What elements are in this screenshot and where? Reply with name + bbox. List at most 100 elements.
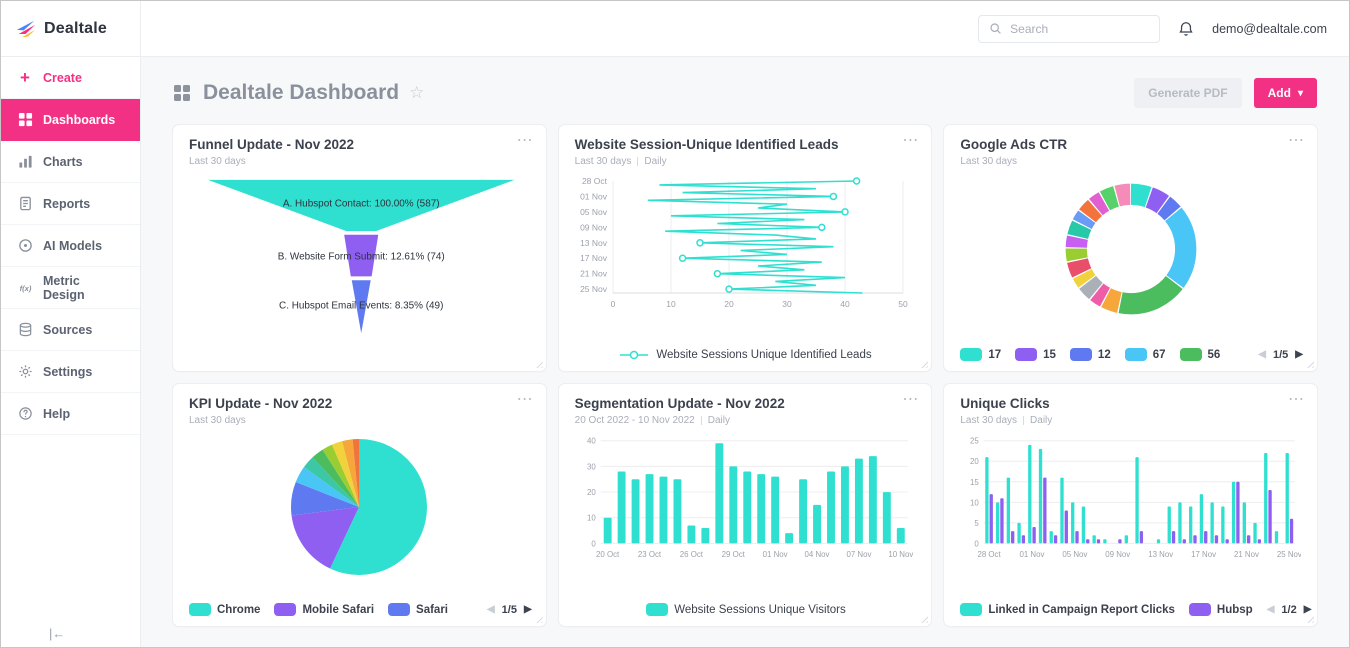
sidebar-item-reports[interactable]: Reports [1, 183, 140, 225]
svg-text:50: 50 [898, 299, 908, 309]
legend-label: Hubsp [1216, 603, 1253, 616]
card-menu-button[interactable]: ⋯ [902, 132, 920, 149]
svg-text:23 Oct: 23 Oct [638, 550, 662, 559]
card-menu-button[interactable]: ⋯ [1287, 391, 1305, 408]
legend-value: 17 [988, 348, 1002, 361]
sidebar-item-label: Charts [43, 154, 83, 169]
brand-name: Dealtale [44, 19, 107, 37]
line-chart[interactable]: 0 10 20 30 40 50 28 Oct 01 Nov 05 Nov 09 Nov 13 No… [575, 173, 915, 313]
svg-text:0: 0 [611, 299, 616, 309]
search-input[interactable] [1010, 21, 1150, 36]
brand-logo-icon [16, 20, 36, 37]
add-button[interactable]: Add ▾ [1253, 78, 1317, 108]
svg-text:28 Oct: 28 Oct [978, 550, 1002, 559]
grouped-bar-chart[interactable]: 0 5 10 15 20 25 28 Oct 01 Nov 05 Nov 09 Nov 13 Nov… [960, 432, 1301, 562]
sidebar-item-help[interactable]: Help [1, 393, 140, 435]
notification-bell-icon[interactable] [1178, 21, 1194, 37]
legend-swatch [1124, 348, 1147, 361]
sidebar-item-ai-models[interactable]: AI Models [1, 225, 140, 267]
svg-text:29 Oct: 29 Oct [721, 550, 745, 559]
svg-text:25 Nov: 25 Nov [580, 284, 608, 294]
add-button-label: Add [1267, 86, 1291, 100]
svg-text:21 Nov: 21 Nov [1234, 550, 1259, 559]
card-menu-button[interactable]: ⋯ [902, 391, 920, 408]
svg-text:15: 15 [970, 478, 979, 487]
card-resize-handle[interactable] [1304, 359, 1314, 368]
card-frequency: Daily [644, 156, 667, 167]
gear-icon [17, 364, 33, 380]
donut-chart[interactable] [1055, 173, 1207, 325]
card-subtitle: Last 30 days [574, 156, 632, 167]
user-email[interactable]: demo@dealtale.com [1212, 21, 1327, 36]
legend-pager: ◀ 1/2 ▶ [1267, 604, 1312, 616]
bar-chart[interactable]: 0 10 20 30 40 20 Oct 23 Oct 26 Oct 29 Oct 01 Nov 0… [575, 432, 916, 562]
card-title: Segmentation Update - Nov 2022 [574, 396, 785, 411]
help-icon [17, 406, 33, 422]
legend-swatch [1188, 603, 1211, 616]
function-fx-icon: f(x) [17, 280, 33, 296]
legend-label: Mobile Safari [302, 603, 375, 616]
ai-models-icon [17, 238, 33, 254]
brand: Dealtale [1, 1, 140, 57]
card-resize-handle[interactable] [919, 614, 929, 623]
svg-text:05 Nov: 05 Nov [1063, 550, 1088, 559]
card-menu-button[interactable]: ⋯ [516, 391, 534, 408]
search-icon [989, 22, 1002, 35]
sidebar-item-label: Sources [43, 322, 93, 337]
svg-text:09 Nov: 09 Nov [1106, 550, 1131, 559]
generate-pdf-button[interactable]: Generate PDF [1134, 78, 1242, 108]
sidebar-item-sources[interactable]: Sources [1, 309, 140, 351]
card-frequency: Daily [707, 415, 730, 426]
svg-text:30: 30 [587, 462, 596, 471]
legend-swatch [646, 603, 669, 616]
svg-text:05 Nov: 05 Nov [580, 207, 608, 217]
card-title: Unique Clicks [960, 396, 1050, 411]
svg-text:13 Nov: 13 Nov [1149, 550, 1174, 559]
sidebar-item-metric-design[interactable]: f(x) Metric Design [1, 267, 140, 309]
sidebar-nav: + Create Dashboards Charts Reports AI [1, 57, 140, 435]
legend-label: Website Sessions Unique Identified Leads [656, 349, 872, 361]
dashboard-grid: Funnel Update - Nov 2022 Last 30 days ⋯ … [173, 125, 1317, 626]
card-menu-button[interactable]: ⋯ [516, 132, 534, 149]
report-document-icon [17, 196, 33, 212]
card-website-session-leads: Website Session-Unique Identified Leads … [558, 125, 932, 371]
legend-prev-icon[interactable]: ◀ [1266, 604, 1275, 615]
topbar: demo@dealtale.com [141, 1, 1349, 57]
svg-text:C. Hubspot Email Events: 8.35%: C. Hubspot Email Events: 8.35% (49) [279, 301, 443, 312]
card-subtitle: Last 30 days [189, 156, 246, 167]
card-resize-handle[interactable] [533, 614, 543, 623]
card-resize-handle[interactable] [919, 359, 929, 368]
collapse-sidebar-button[interactable]: |← [49, 626, 66, 641]
pie-chart[interactable] [284, 432, 434, 582]
legend-prev-icon[interactable]: ◀ [1258, 349, 1266, 360]
svg-text:40: 40 [840, 299, 850, 309]
database-icon [17, 322, 33, 338]
card-funnel-update: Funnel Update - Nov 2022 Last 30 days ⋯ … [173, 125, 546, 371]
card-resize-handle[interactable] [533, 359, 543, 368]
pie-legend: Chrome Mobile Safari Safari ◀ 1/5 ▶ [189, 603, 532, 616]
funnel-chart[interactable]: A. Hubspot Contact: 100.00% (587) B. Webs… [189, 173, 530, 359]
sidebar-item-dashboards[interactable]: Dashboards [1, 99, 140, 141]
legend-swatch [1179, 348, 1202, 361]
page-title: Dealtale Dashboard [203, 81, 400, 104]
svg-text:10: 10 [587, 514, 596, 523]
legend-swatch [1015, 348, 1038, 361]
sidebar-item-label: AI Models [43, 238, 103, 253]
subtitle-divider [637, 157, 639, 166]
legend-next-icon[interactable]: ▶ [523, 604, 532, 615]
svg-text:07 Nov: 07 Nov [846, 550, 871, 559]
svg-text:20 Oct: 20 Oct [596, 550, 620, 559]
legend-prev-icon[interactable]: ◀ [486, 604, 495, 615]
svg-text:30: 30 [782, 299, 792, 309]
card-menu-button[interactable]: ⋯ [1287, 132, 1305, 149]
sidebar-item-label: Create [43, 70, 82, 85]
favorite-star-icon[interactable]: ☆ [409, 83, 425, 102]
card-resize-handle[interactable] [1304, 614, 1314, 623]
sidebar-item-settings[interactable]: Settings [1, 351, 140, 393]
svg-text:26 Oct: 26 Oct [679, 550, 703, 559]
sidebar-item-create[interactable]: + Create [1, 57, 140, 99]
sidebar-item-charts[interactable]: Charts [1, 141, 140, 183]
svg-text:20: 20 [587, 488, 596, 497]
legend-next-icon[interactable]: ▶ [1303, 604, 1312, 615]
legend-next-icon[interactable]: ▶ [1295, 349, 1303, 360]
